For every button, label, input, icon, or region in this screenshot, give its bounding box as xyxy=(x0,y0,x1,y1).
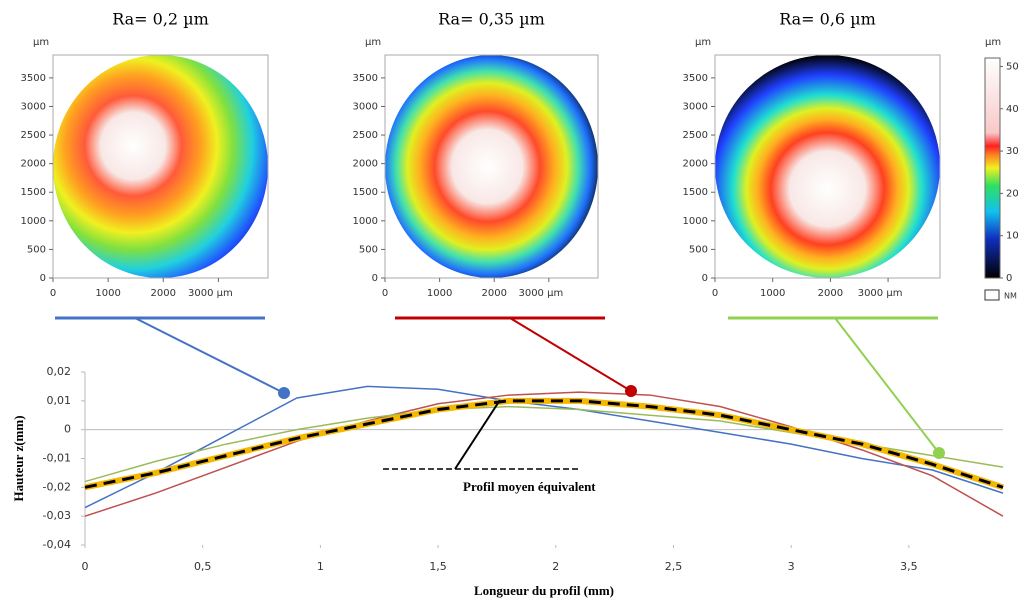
series-highlight xyxy=(84,397,1004,491)
y-tick-label: 3500 xyxy=(21,73,46,84)
x-tick-label: 1,5 xyxy=(429,560,447,573)
y-tick-label: 2000 xyxy=(21,159,46,170)
y-tick-label: 1500 xyxy=(683,187,708,198)
y-tick-label: 1000 xyxy=(683,216,708,227)
y-tick-label: -0,02 xyxy=(43,480,71,493)
surface-image xyxy=(715,55,940,278)
y-tick-label: 1000 xyxy=(21,216,46,227)
y-tick-label: 0 xyxy=(372,273,378,284)
panel-title: Ra= 0,35 µm xyxy=(438,10,545,29)
series-line xyxy=(84,385,1004,509)
surface-image xyxy=(53,55,268,278)
annotation: Profil moyen équivalent xyxy=(463,479,596,494)
x-tick-label: 0 xyxy=(712,288,718,299)
panel-title: Ra= 0,6 µm xyxy=(779,10,876,29)
x-tick-label: 0,5 xyxy=(194,560,212,573)
y-tick-label: 2000 xyxy=(353,159,378,170)
y-tick-label: 500 xyxy=(27,244,46,255)
y-tick-label: 0 xyxy=(40,273,46,284)
x-tick-label: 2000 xyxy=(151,288,176,299)
x-tick-label: 0 xyxy=(82,560,89,573)
y-tick-label: 2500 xyxy=(353,130,378,141)
panel-title: Ra= 0,2 µm xyxy=(112,10,209,29)
x-tick-label: 3000 µm xyxy=(188,288,233,299)
x-tick-label: 1000 xyxy=(760,288,785,299)
y-tick-label: 1500 xyxy=(21,187,46,198)
unit-label: µm xyxy=(33,37,49,48)
y-tick-label: 2500 xyxy=(21,130,46,141)
y-tick-label: 3000 xyxy=(353,101,378,112)
unit-label: µm xyxy=(365,37,381,48)
x-tick-label: 3000 µm xyxy=(858,288,903,299)
y-tick-label: 1500 xyxy=(353,187,378,198)
colorbar-tick-label: 0 xyxy=(1006,273,1012,284)
y-tick-label: 3500 xyxy=(353,73,378,84)
y-tick-label: -0,01 xyxy=(43,452,71,465)
y-axis-label: Hauteur z(mm) xyxy=(11,415,26,501)
colorbar-tick-label: 10 xyxy=(1006,231,1019,242)
y-tick-label: 3500 xyxy=(683,73,708,84)
plot-frame xyxy=(714,54,941,279)
x-tick-label: 3,5 xyxy=(900,560,918,573)
y-tick-label: 0,01 xyxy=(47,394,72,407)
y-tick-label: 0 xyxy=(702,273,708,284)
colorbar-tick-label: 40 xyxy=(1006,104,1019,115)
y-tick-label: 2000 xyxy=(683,159,708,170)
x-axis-label: Longueur du profil (mm) xyxy=(474,583,614,598)
no-data-swatch xyxy=(984,289,1000,301)
y-tick-label: 2500 xyxy=(683,130,708,141)
y-tick-label: 0 xyxy=(64,423,71,436)
x-tick-label: 2,5 xyxy=(665,560,683,573)
y-tick-label: -0,03 xyxy=(43,509,71,522)
x-tick-label: 2000 xyxy=(818,288,843,299)
plot-frame xyxy=(52,54,269,279)
y-tick-label: 1000 xyxy=(353,216,378,227)
unit-label: µm xyxy=(695,37,711,48)
markers xyxy=(278,385,945,470)
series-line xyxy=(84,391,1004,517)
y-tick-label: 3000 xyxy=(683,101,708,112)
x-tick-label: 1000 xyxy=(95,288,120,299)
y-tick-label: 500 xyxy=(359,244,378,255)
x-tick-label: 3000 µm xyxy=(518,288,563,299)
series-line xyxy=(84,399,1004,489)
colorbar-tick-label: 30 xyxy=(1006,146,1019,157)
y-tick-label: 0,02 xyxy=(47,365,72,378)
colorbar-tick-label: 50 xyxy=(1006,61,1019,72)
connectors xyxy=(55,316,940,454)
no-data-label: NM xyxy=(1004,292,1017,301)
colorbar xyxy=(984,57,1001,279)
unit-label: µm xyxy=(985,37,1001,48)
x-tick-label: 2000 xyxy=(482,288,507,299)
plot-frame xyxy=(384,54,599,279)
x-tick-label: 1 xyxy=(317,560,324,573)
x-tick-label: 0 xyxy=(382,288,388,299)
y-tick-label: 3000 xyxy=(21,101,46,112)
y-tick-label: 500 xyxy=(689,244,708,255)
y-tick-label: -0,04 xyxy=(43,538,71,551)
x-tick-label: 1000 xyxy=(427,288,452,299)
x-tick-label: 3 xyxy=(788,560,795,573)
colorbar-tick-label: 20 xyxy=(1006,188,1019,199)
surface-image xyxy=(385,55,598,278)
x-tick-label: 2 xyxy=(552,560,559,573)
x-tick-label: 0 xyxy=(50,288,56,299)
